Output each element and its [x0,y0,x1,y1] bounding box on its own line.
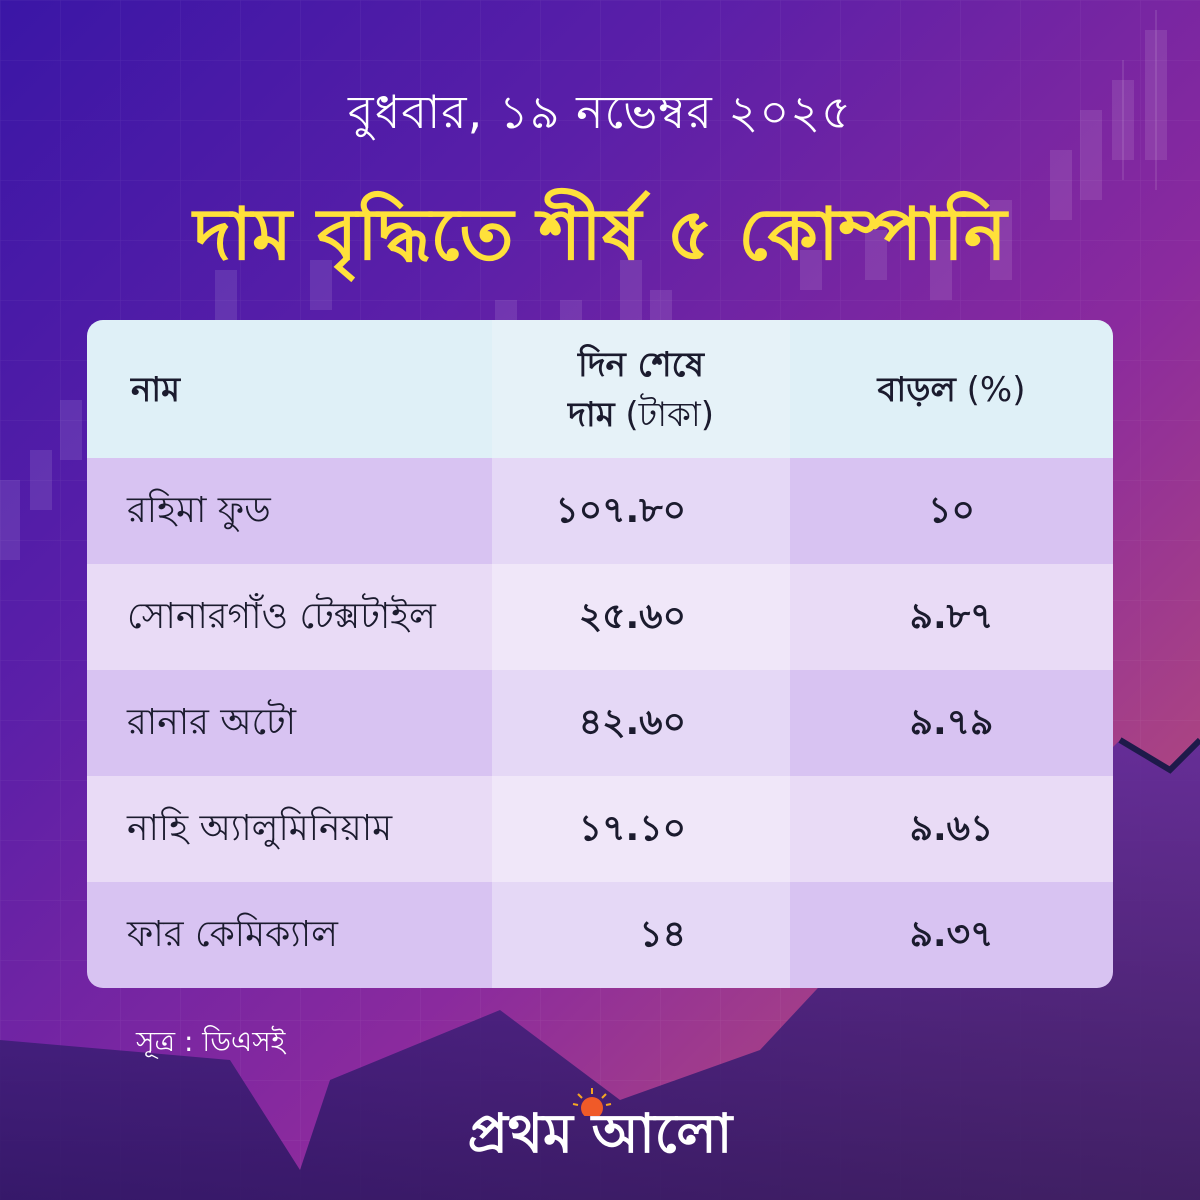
closing-price: ১৪ [639,914,686,955]
price-cell: ১০৭.৮০ [492,458,790,564]
change-cell: ৯.৭৯ [790,670,1113,776]
company-name: নাহি অ্যালুমিনিয়াম [127,808,393,849]
header-name: নাম [131,370,181,410]
table-row: সোনারগাঁও টেক্সটাইল ২৫.৬০ ৯.৮৭ [87,564,1113,670]
header-change: বাড়ল (%) [790,364,1113,421]
table-row: রহিমা ফুড ১০৭.৮০ ১০ [87,458,1113,564]
header-price-line2: দাম [568,395,615,435]
price-cell: ১৭.১০ [492,776,790,882]
change-percent: ৯.৬১ [909,808,994,849]
date-label: বুধবার, ১৯ নভেম্বর ২০২৫ [347,85,852,139]
company-name: রহিমা ফুড [127,490,271,531]
sun-icon [572,1088,612,1116]
header-price-unit: (টাকা) [625,395,714,435]
table-row: নাহি অ্যালুমিনিয়াম ১৭.১০ ৯.৬১ [87,776,1113,882]
top-gainers-table: নাম দিন শেষে দাম (টাকা) বাড়ল (%) রহিমা … [87,320,1113,988]
candlestick-decoration [0,10,1167,560]
price-cell: ২৫.৬০ [492,564,790,670]
price-cell: ১৪ [492,882,790,988]
header-price-line1: দিন শেষে [577,345,705,385]
change-cell: ৯.৮৭ [790,564,1113,670]
page-title: দাম বৃদ্ধিতে শীর্ষ ৫ কোম্পানি [193,192,1007,276]
header-change-cell: বাড়ল (%) [790,320,1113,458]
header-price: দিন শেষে দাম (টাকা) [492,340,790,440]
name-cell: রানার অটো [87,670,492,776]
table-header-row: নাম দিন শেষে দাম (টাকা) বাড়ল (%) [87,320,1113,458]
change-percent: ৯.৮৭ [909,596,994,637]
change-percent: ৯.৭৯ [909,702,994,743]
closing-price: ১৭.১০ [578,808,686,849]
change-cell: ৯.৬১ [790,776,1113,882]
change-cell: ১০ [790,458,1113,564]
closing-price: ২৫.৬০ [578,596,686,637]
logo-text: প্রথম আলো [467,1101,733,1165]
change-cell: ৯.৩৭ [790,882,1113,988]
closing-price: ৪২.৬০ [578,702,686,743]
header-change-label: বাড়ল [877,370,956,410]
closing-price: ১০৭.৮০ [555,490,686,531]
name-cell: সোনারগাঁও টেক্সটাইল [87,564,492,670]
header-change-unit: (%) [966,370,1026,410]
table-row: ফার কেমিক্যাল ১৪ ৯.৩৭ [87,882,1113,988]
change-percent: ৯.৩৭ [909,914,994,955]
logo: প্রথম আলো [0,1088,1200,1172]
header-price-cell: দিন শেষে দাম (টাকা) [492,320,790,458]
company-name: রানার অটো [127,702,297,743]
source-note: সূত্র : ডিএসই [136,1025,286,1058]
price-cell: ৪২.৬০ [492,670,790,776]
name-cell: নাহি অ্যালুমিনিয়াম [87,776,492,882]
name-cell: ফার কেমিক্যাল [87,882,492,988]
change-percent: ১০ [928,490,975,531]
header-name-cell: নাম [87,320,492,458]
company-name: ফার কেমিক্যাল [127,914,338,955]
table-row: রানার অটো ৪২.৬০ ৯.৭৯ [87,670,1113,776]
name-cell: রহিমা ফুড [87,458,492,564]
company-name: সোনারগাঁও টেক্সটাইল [127,596,436,637]
